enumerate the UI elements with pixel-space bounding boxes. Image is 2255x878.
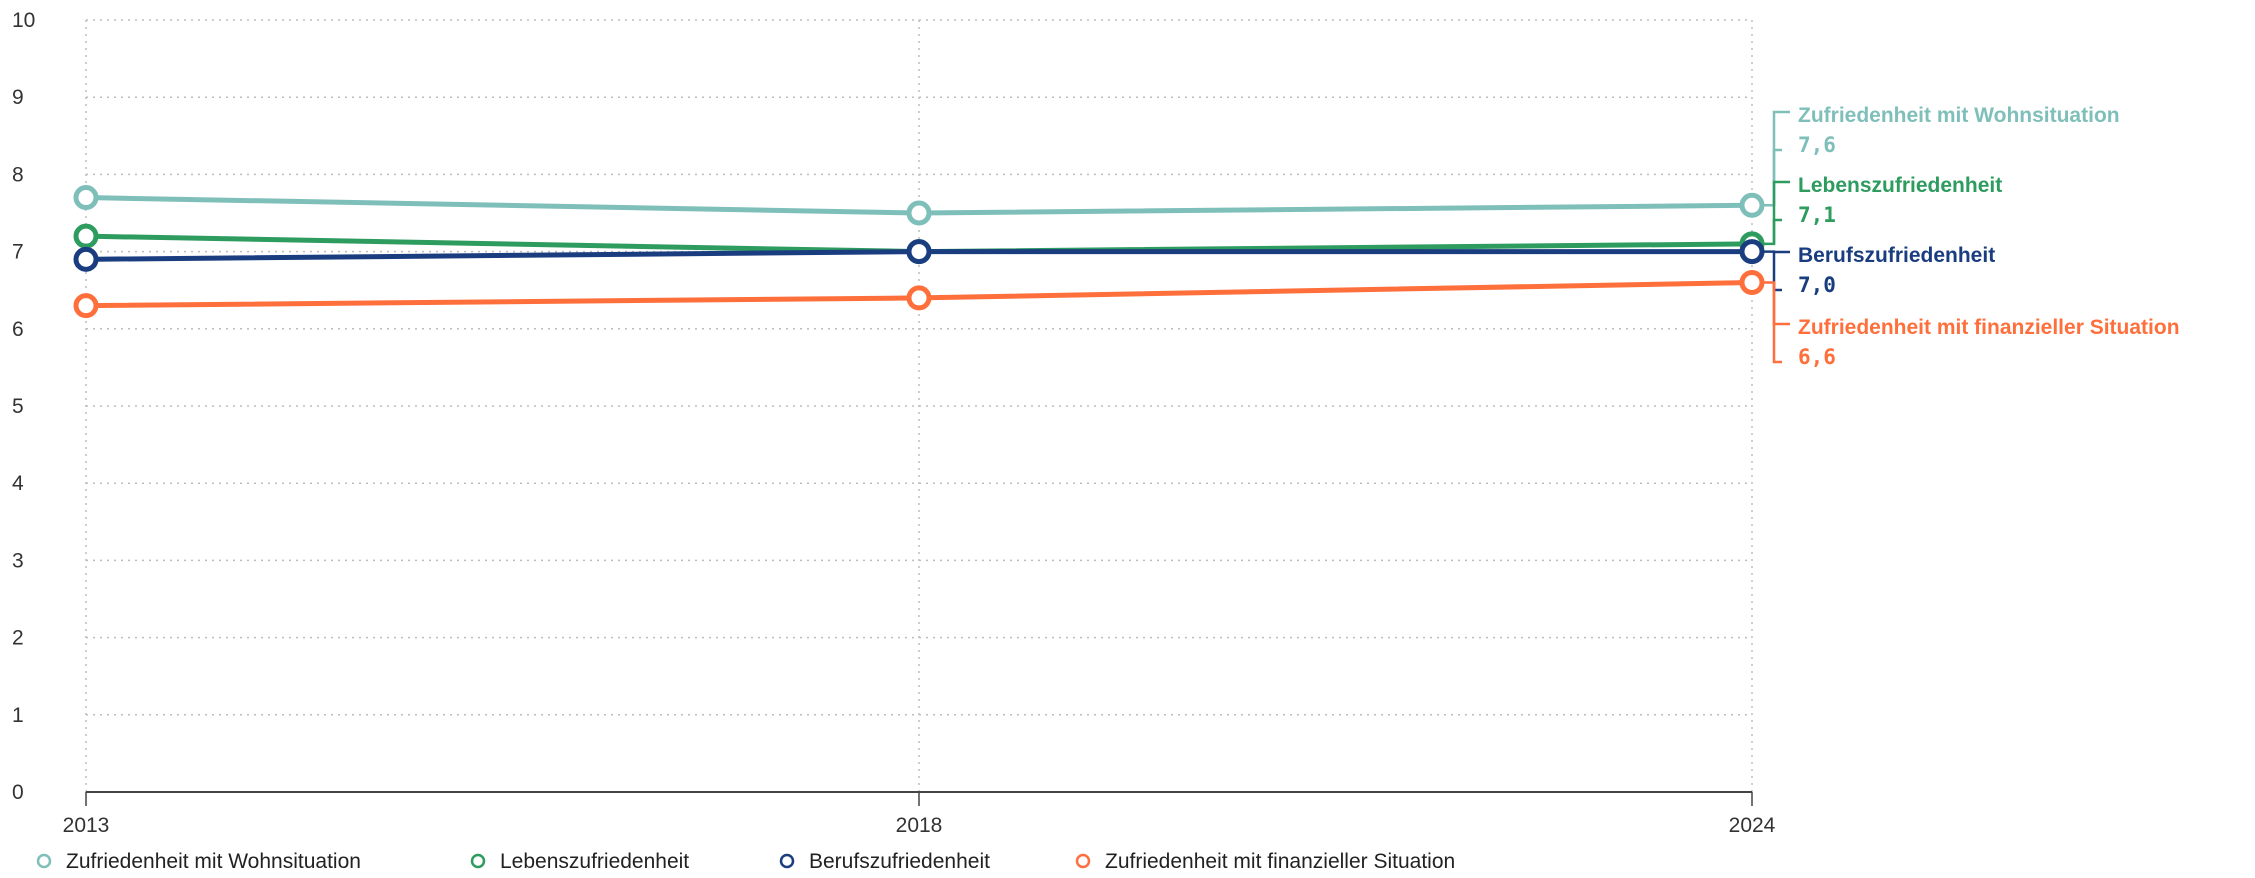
series-end-name: Berufszufriedenheit — [1798, 244, 1995, 267]
series-end-value: 7,6 — [1798, 133, 1836, 157]
legend-label: Zufriedenheit mit finanzieller Situation — [1105, 850, 1455, 873]
y-tick-label: 2 — [12, 627, 24, 650]
legend-marker — [779, 853, 795, 869]
axes: 0 1 2 3 4 5 6 7 8 9 10 2013 2018 2024 — [12, 9, 1776, 837]
data-point — [906, 200, 932, 226]
series-end-name: Zufriedenheit mit Wohnsituation — [1798, 104, 2120, 127]
y-tick-label: 8 — [12, 163, 24, 186]
series-end-name: Lebenszufriedenheit — [1798, 174, 2002, 197]
x-tick-label: 2018 — [896, 814, 943, 837]
series-end-value: 6,6 — [1798, 345, 1836, 369]
data-point — [73, 223, 99, 249]
series-lines — [73, 185, 1765, 319]
label-bracket — [1772, 282, 1782, 364]
x-tick-label: 2013 — [63, 814, 110, 837]
data-point — [73, 293, 99, 319]
data-point — [906, 285, 932, 311]
grid — [85, 19, 1753, 792]
x-tick-label: 2024 — [1729, 814, 1776, 837]
series-end-value: 7,0 — [1798, 273, 1836, 297]
y-tick-label: 5 — [12, 395, 24, 418]
y-tick-label: 4 — [12, 472, 24, 495]
legend-marker — [470, 853, 486, 869]
y-tick-label: 6 — [12, 318, 24, 341]
legend-label: Zufriedenheit mit Wohnsituation — [66, 850, 361, 873]
y-tick-label: 3 — [12, 549, 24, 572]
label-connector — [1764, 110, 1790, 207]
y-tick-label: 0 — [12, 781, 24, 804]
legend-marker — [1075, 853, 1091, 869]
series-end-value: 7,1 — [1798, 203, 1836, 227]
label-bracket — [1772, 218, 1782, 244]
series-end-name: Zufriedenheit mit finanzieller Situation — [1798, 316, 2180, 339]
end-labels: Zufriedenheit mit Wohnsituation 7,6 Lebens… — [1764, 104, 2180, 369]
legend: Zufriedenheit mit Wohnsituation Lebenszuf… — [36, 850, 1455, 873]
data-point — [906, 239, 932, 265]
data-point — [73, 246, 99, 272]
y-tick-label: 10 — [12, 9, 35, 32]
legend-label: Berufszufriedenheit — [809, 850, 990, 873]
data-point — [1739, 192, 1765, 218]
data-point — [73, 185, 99, 211]
label-connector — [1764, 281, 1790, 326]
legend-label: Lebenszufriedenheit — [500, 850, 689, 873]
data-point — [1739, 239, 1765, 265]
label-connector — [1764, 180, 1790, 246]
legend-marker — [36, 853, 52, 869]
y-tick-label: 1 — [12, 704, 24, 727]
y-tick-label: 7 — [12, 241, 24, 264]
y-tick-label: 9 — [12, 86, 24, 109]
data-point — [1739, 269, 1765, 295]
